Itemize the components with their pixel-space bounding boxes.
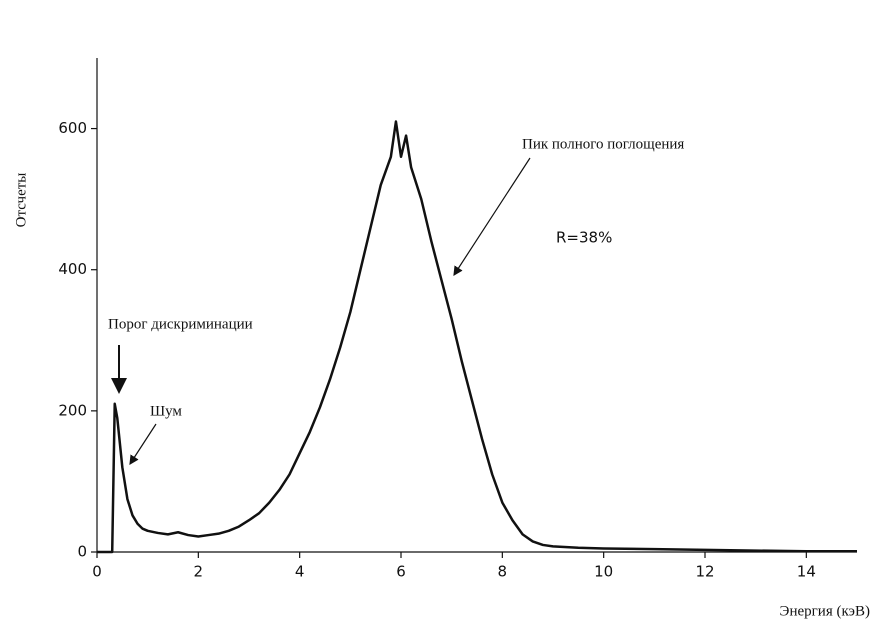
x-tick-label: 2 (194, 563, 204, 581)
x-axis-label: Энергия (кэВ) (780, 603, 870, 619)
x-tick-label: 8 (498, 563, 508, 581)
y-tick-label: 200 (58, 401, 87, 419)
x-tick-label: 12 (695, 563, 714, 581)
annotation: Пик полного поглощения (522, 136, 684, 152)
x-tick-label: 10 (594, 563, 613, 581)
y-tick-label: 0 (77, 543, 87, 561)
y-tick-label: 400 (58, 260, 87, 278)
annotation: Порог дискриминации (108, 316, 253, 332)
x-tick-label: 6 (396, 563, 406, 581)
annotation: Шум (150, 403, 182, 419)
y-axis-label: Отсчеты (13, 173, 29, 228)
x-tick-label: 14 (797, 563, 816, 581)
spectrum-line (97, 120, 857, 554)
annotation-arrow (453, 157, 531, 277)
annotation-arrow (129, 423, 157, 466)
y-tick-label: 600 (58, 119, 87, 137)
x-tick-label: 0 (92, 563, 102, 581)
x-tick-label: 4 (295, 563, 305, 581)
annotation: R=38% (556, 229, 612, 247)
